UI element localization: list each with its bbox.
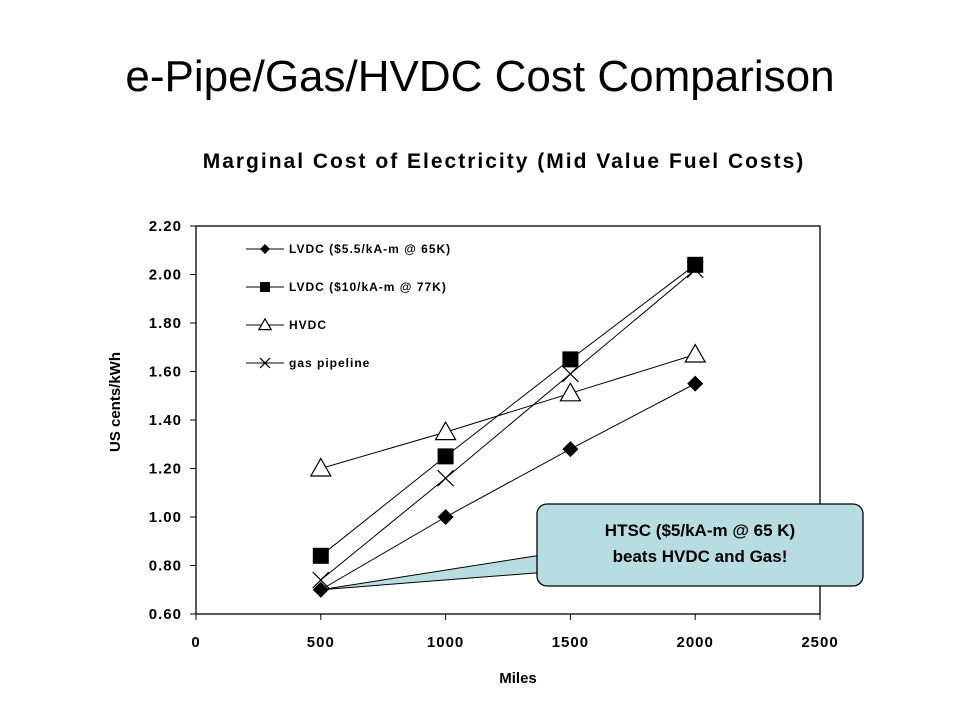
- series-3-point: [434, 420, 457, 441]
- series-1-point: [562, 441, 579, 458]
- x-marker-stroke: [437, 469, 455, 487]
- callout-line-2: beats HVDC and Gas!: [613, 547, 788, 566]
- legend: LVDC ($5.5/kA-m @ 65K) LVDC ($10/kA-m @ 7…: [246, 242, 451, 370]
- series-line-3: [320, 354, 696, 469]
- slide-title: e-Pipe/Gas/HVDC Cost Comparison: [125, 52, 835, 101]
- series-4-point: [312, 571, 330, 589]
- y-tick-label: 1.20: [149, 461, 182, 478]
- series-3-point: [684, 343, 707, 363]
- series-1-point: [437, 509, 454, 525]
- y-tick-label: 0.80: [149, 558, 182, 575]
- y-tick-label: 2.00: [149, 267, 182, 284]
- legend-marker-2: [260, 282, 270, 292]
- series-3-point: [309, 457, 332, 477]
- legend-label-3: HVDC: [289, 318, 327, 332]
- series-2-point: [312, 547, 329, 564]
- series-line-1: [320, 383, 696, 591]
- y-axis-label: US cents/kWh: [107, 352, 124, 452]
- series-2-point: [437, 448, 454, 465]
- y-tick-label: 0.60: [149, 606, 182, 623]
- legend-marker-4: [259, 357, 271, 369]
- legend-label-2: LVDC ($10/kA-m @ 77K): [289, 280, 447, 294]
- x-tick-label: 2500: [801, 634, 838, 651]
- legend-label-4: gas pipeline: [289, 356, 370, 370]
- x-tick-label: 0: [191, 634, 200, 651]
- series-4-point: [437, 469, 455, 487]
- series-2-point: [562, 351, 579, 368]
- series-1-point: [687, 375, 704, 392]
- x-tick-label: 1500: [552, 634, 589, 651]
- callout-box: [536, 503, 864, 587]
- x-tick-label: 1000: [427, 634, 464, 651]
- series-layer: [309, 256, 707, 598]
- x-tick-label: 500: [307, 634, 335, 651]
- x-axis-label: Miles: [499, 670, 537, 687]
- y-tick-label: 2.20: [149, 218, 182, 235]
- series-2-point: [687, 256, 704, 273]
- legend-label-1: LVDC ($5.5/kA-m @ 65K): [289, 242, 451, 256]
- chart-title: Marginal Cost of Electricity (Mid Value …: [203, 150, 806, 173]
- series-line-2: [320, 264, 696, 557]
- y-tick-label: 1.60: [149, 364, 182, 381]
- series-4-point: [686, 261, 704, 279]
- x-marker-stroke: [312, 571, 330, 589]
- ticks-layer: 0.60 0.80 1.00 1.20 1.40 1.60 1.80 2.00 2.20 0 500…: [149, 218, 838, 651]
- legend-marker-3: [257, 317, 273, 331]
- y-tick-label: 1.40: [149, 412, 182, 429]
- series-4-point: [561, 365, 579, 383]
- x-marker-stroke: [259, 357, 271, 369]
- callout-line-1: HTSC ($5/kA-m @ 65 K): [605, 521, 795, 540]
- x-tick-label: 2000: [677, 634, 714, 651]
- legend-marker-1: [260, 244, 270, 254]
- y-tick-label: 1.00: [149, 509, 182, 526]
- x-marker-stroke: [686, 261, 704, 279]
- series-line-4: [320, 269, 696, 581]
- series-3-point: [559, 382, 582, 402]
- y-tick-label: 1.80: [149, 315, 182, 332]
- x-marker-stroke: [561, 365, 579, 383]
- callout: HTSC ($5/kA-m @ 65 K) beats HVDC and Gas…: [320, 503, 864, 591]
